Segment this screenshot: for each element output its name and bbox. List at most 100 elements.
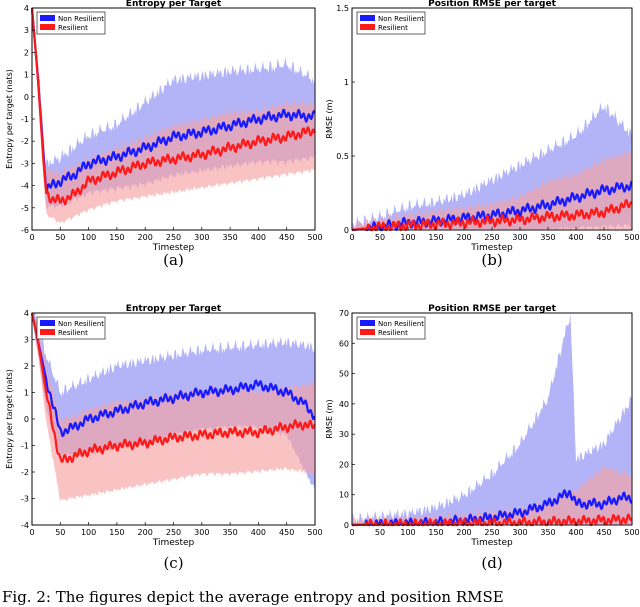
y-tick-label: -6 (21, 226, 29, 235)
x-tick-label: 50 (55, 233, 65, 242)
legend-label: Resilient (378, 329, 408, 337)
y-tick-label: 50 (339, 370, 349, 379)
y-tick-label: 1.5 (336, 4, 349, 13)
x-tick-label: 200 (456, 528, 471, 537)
y-axis-label: RMSE (m) (325, 99, 334, 138)
x-tick-label: 0 (29, 233, 34, 242)
y-axis-label: RMSE (m) (325, 399, 334, 438)
x-tick-label: 400 (251, 528, 266, 537)
x-tick-label: 450 (279, 233, 294, 242)
subfigure-label: (c) (163, 554, 183, 572)
x-axis-label: Timestep (152, 243, 195, 253)
y-tick-label: 20 (339, 460, 349, 469)
x-tick-label: 200 (138, 233, 153, 242)
chart-c: 0 50 100 150 200 250 300 350 400 450 500 -4 -3 -2 -1 0 1… (5, 304, 323, 572)
x-tick-label: 350 (540, 528, 555, 537)
y-tick-label: 2 (24, 362, 29, 371)
y-tick-label: 0.5 (336, 152, 349, 161)
line-resilient (30, 7, 316, 206)
band-non-resilient (352, 313, 632, 525)
y-tick-label: -2 (21, 468, 29, 477)
x-tick-label: 350 (222, 528, 237, 537)
x-tick-label: 450 (596, 528, 611, 537)
y-tick-label: 30 (339, 430, 349, 439)
y-tick-label: 4 (24, 309, 29, 318)
x-tick-label: 150 (109, 233, 124, 242)
legend-swatch-resilient (40, 329, 55, 335)
legend-swatch-resilient (40, 24, 55, 30)
x-tick-label: 200 (138, 528, 153, 537)
x-tick-label: 400 (251, 233, 266, 242)
x-axis-label: Timestep (152, 538, 195, 548)
x-tick-label: 300 (512, 528, 527, 537)
band-resilient (352, 147, 632, 230)
legend-swatch-non-resilient (40, 15, 55, 21)
x-tick-label: 250 (484, 233, 499, 242)
x-tick-label: 250 (166, 528, 181, 537)
y-tick-label: 0 (344, 226, 349, 235)
y-tick-label: -1 (21, 442, 29, 451)
x-tick-label: 400 (568, 528, 583, 537)
band-resilient (352, 464, 632, 525)
legend-swatch-non-resilient (40, 320, 55, 326)
x-tick-label: 50 (375, 528, 385, 537)
x-axis-label: Timestep (470, 538, 513, 548)
chart-a: 0 50 100 150 200 250 300 350 400 450 500 -6 -5 -4 -3 -2… (5, 0, 323, 269)
y-tick-label: 1 (24, 71, 29, 80)
x-tick-label: 0 (29, 528, 34, 537)
y-tick-label: 70 (339, 309, 349, 318)
line-resilient (351, 199, 633, 232)
x-tick-label: 150 (109, 528, 124, 537)
x-tick-label: 200 (456, 233, 471, 242)
figure-caption: Fig. 2: The figures depict the average e… (2, 588, 504, 606)
chart-title: Position RMSE per target (428, 304, 556, 314)
legend-label: Non Resilient (378, 15, 424, 23)
y-tick-label: 10 (339, 491, 349, 500)
chart-title: Position RMSE per target (428, 0, 556, 9)
legend-label: Resilient (58, 24, 88, 32)
x-tick-label: 100 (81, 528, 96, 537)
x-tick-label: 50 (375, 233, 385, 242)
x-tick-label: 100 (81, 233, 96, 242)
y-tick-label: 4 (24, 4, 29, 13)
y-tick-label: -4 (21, 182, 29, 191)
y-tick-label: -3 (21, 495, 29, 504)
legend-label: Non Resilient (58, 15, 104, 23)
y-tick-label: 60 (339, 339, 349, 348)
x-tick-label: 100 (400, 528, 415, 537)
y-tick-label: 1 (24, 389, 29, 398)
x-tick-label: 450 (596, 233, 611, 242)
y-tick-label: 0 (24, 415, 29, 424)
band-resilient (32, 8, 315, 224)
y-tick-label: -4 (21, 521, 29, 530)
y-tick-label: 3 (24, 336, 29, 345)
y-tick-label: 3 (24, 26, 29, 35)
x-tick-label: 100 (400, 233, 415, 242)
line-resilient (30, 312, 316, 463)
line-non-resilient (30, 7, 316, 195)
legend-swatch-non-resilient (360, 15, 375, 21)
y-axis-label: Entropy per target (nats) (5, 369, 14, 469)
x-tick-label: 500 (624, 528, 639, 537)
y-axis-label: Entropy per target (nats) (5, 69, 14, 169)
x-axis-label: Timestep (470, 243, 513, 253)
y-tick-label: 0 (344, 521, 349, 530)
x-tick-label: 500 (307, 528, 322, 537)
y-tick-label: -1 (21, 115, 29, 124)
x-tick-label: 150 (428, 528, 443, 537)
y-tick-label: -5 (21, 204, 29, 213)
x-tick-label: 250 (484, 528, 499, 537)
y-tick-label: 1 (344, 78, 349, 87)
x-tick-label: 500 (624, 233, 639, 242)
legend-label: Resilient (58, 329, 88, 337)
legend-swatch-resilient (360, 329, 375, 335)
x-tick-label: 350 (540, 233, 555, 242)
chart-title: Entropy per Target (126, 304, 222, 314)
x-tick-label: 300 (194, 528, 209, 537)
x-tick-label: 50 (55, 528, 65, 537)
legend-label: Non Resilient (378, 320, 424, 328)
